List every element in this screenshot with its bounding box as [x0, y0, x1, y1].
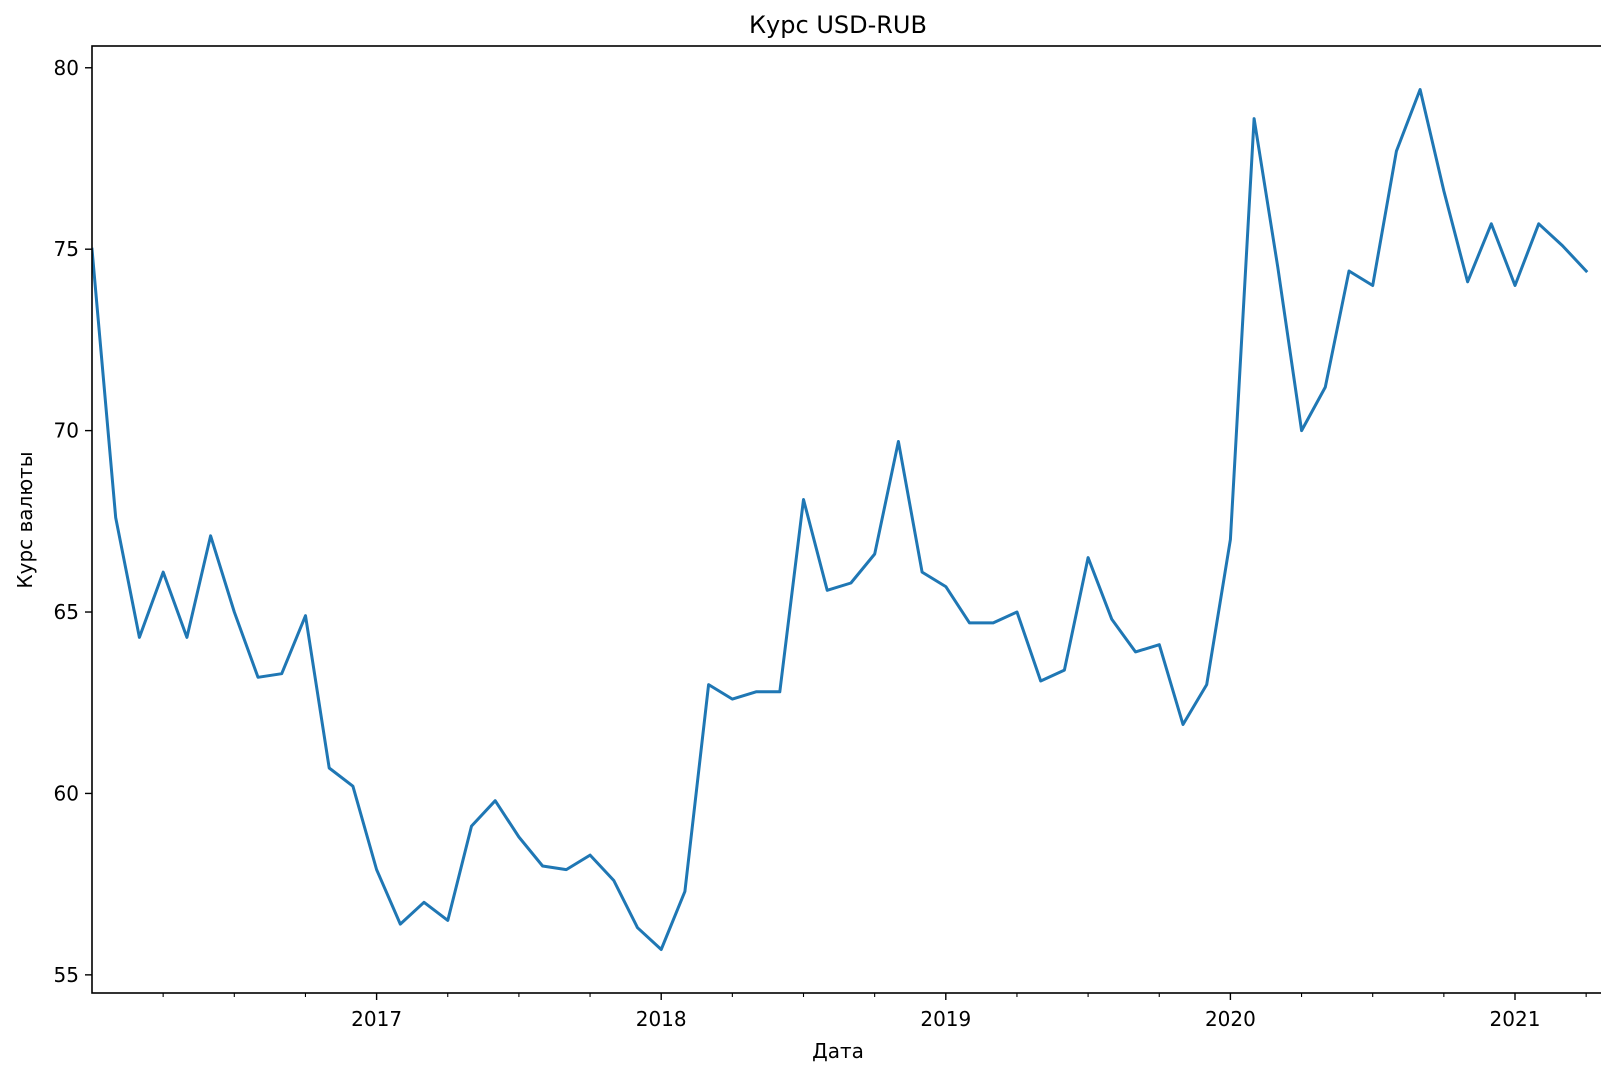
x-tick-label: 2018 — [636, 1007, 687, 1031]
x-tick-label: 2020 — [1205, 1007, 1256, 1031]
y-axis-label: Курс валюты — [13, 451, 37, 588]
y-tick-label: 75 — [54, 237, 79, 261]
y-tick-label: 70 — [54, 419, 79, 443]
series-line — [92, 88, 1589, 951]
x-tick-label: 2017 — [351, 1007, 402, 1031]
y-tick-label: 65 — [54, 600, 79, 624]
series-layer — [92, 88, 1589, 951]
x-tick-label: 2021 — [1490, 1007, 1541, 1031]
x-axis: 2017 2018 2019 2020 2021 — [162, 993, 1587, 1031]
plot-frame — [91, 45, 1601, 994]
y-tick-label: 60 — [54, 781, 79, 805]
y-axis: 55 60 65 70 75 80 — [54, 56, 92, 987]
y-tick-label: 55 — [54, 963, 79, 987]
x-tick-label: 2019 — [920, 1007, 971, 1031]
x-axis-label: Дата — [812, 1039, 864, 1063]
chart-title: Курс USD-RUB — [749, 11, 927, 39]
y-tick-label: 80 — [54, 56, 79, 80]
